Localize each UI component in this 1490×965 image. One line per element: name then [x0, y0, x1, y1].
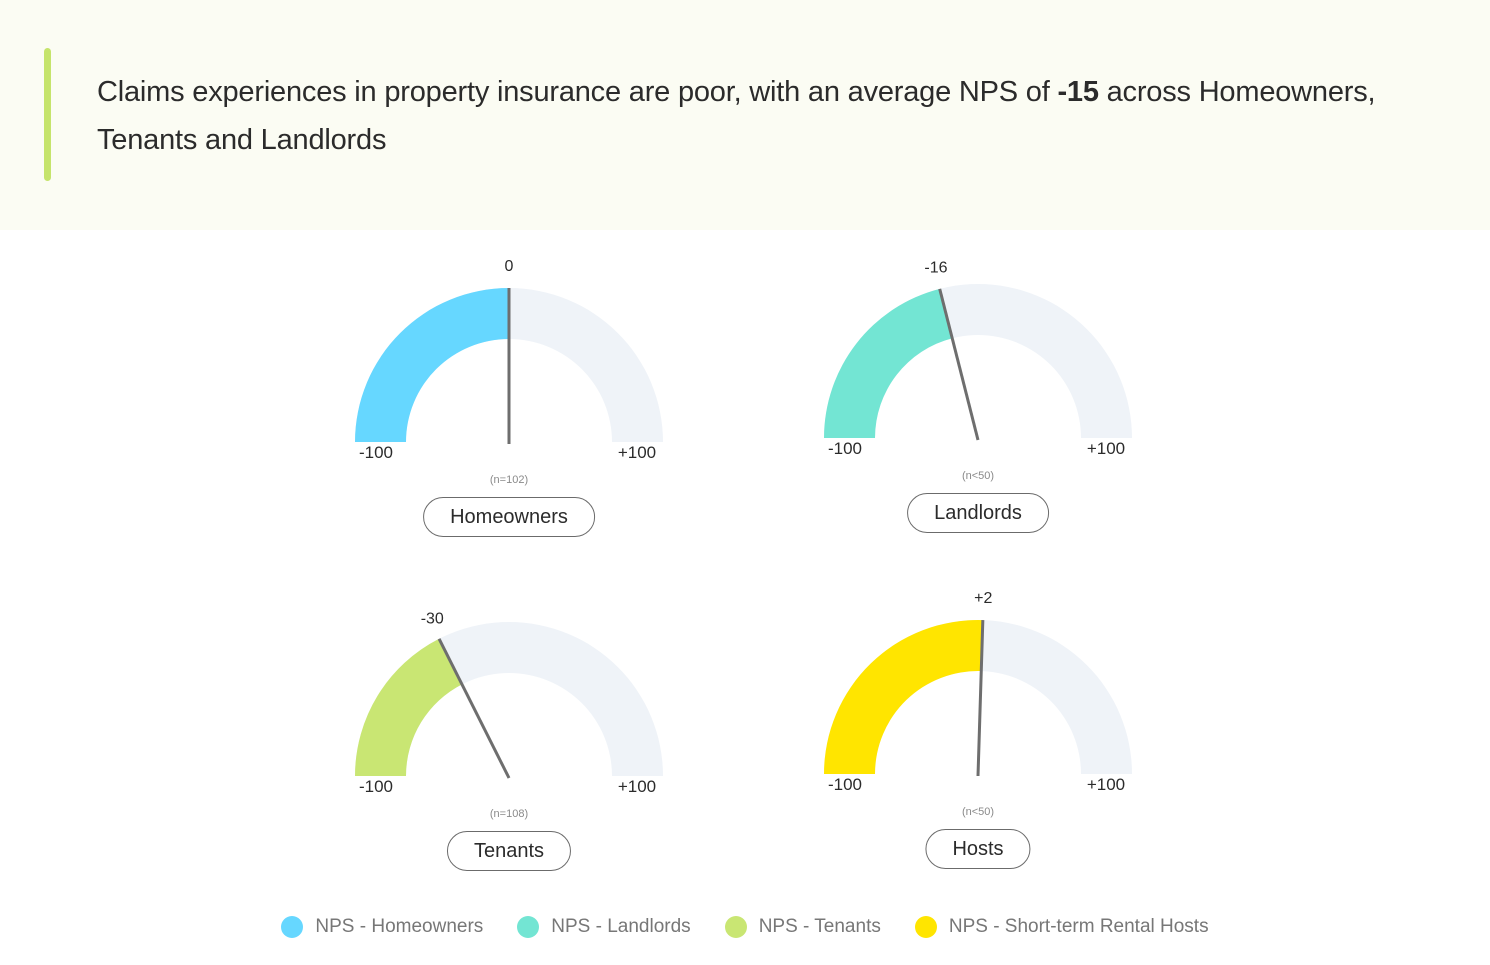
- segment-label-tenants: Tenants: [446, 831, 572, 871]
- legend-label: NPS - Tenants: [758, 916, 881, 937]
- legend-swatch: [517, 916, 540, 938]
- gauge-max-label: +100: [618, 777, 656, 796]
- sample-size-label: (n<50): [961, 470, 995, 482]
- gauge-fill: [824, 620, 983, 774]
- legend-swatch: [914, 916, 937, 938]
- legend-label: NPS - Short-term Rental Hosts: [948, 916, 1209, 937]
- gauge-min-label: -100: [828, 439, 862, 458]
- sample-size-label: (n<50): [961, 806, 995, 818]
- title-text-end: across Homeowners, Tenants and Landlords: [97, 76, 1376, 156]
- gauge-value-label: 0: [505, 258, 514, 275]
- gauge-fill: [355, 288, 509, 442]
- segment-label-hosts: Hosts: [925, 829, 1031, 869]
- accent-bar: [44, 48, 51, 181]
- segment-label-homeowners: Homeowners: [423, 497, 595, 537]
- gauge-max-label: +100: [1087, 775, 1125, 794]
- legend-label: NPS - Landlords: [551, 916, 691, 937]
- legend: NPS - Homeowners NPS - Landlords NPS - T…: [0, 916, 1490, 938]
- gauge-value-label: +2: [974, 590, 992, 607]
- legend-label: NPS - Homeowners: [315, 916, 484, 937]
- legend-swatch: [724, 916, 747, 938]
- title-highlight: -15: [1057, 76, 1099, 108]
- segment-label-landlords: Landlords: [907, 493, 1049, 533]
- sample-size-label: (n=108): [489, 808, 529, 820]
- gauge-max-label: +100: [1087, 439, 1125, 458]
- gauge-needle: [976, 620, 985, 777]
- gauge-value-label: -16: [924, 259, 947, 276]
- gauge-min-label: -100: [828, 775, 862, 794]
- gauge-needle: [938, 288, 980, 441]
- legend-item: NPS - Homeowners: [281, 916, 483, 938]
- gauge-needle: [437, 638, 511, 779]
- page-title: Claims experiences in property insurance…: [97, 68, 1437, 164]
- gauge-max-label: +100: [618, 443, 656, 462]
- gauge-value-label: -30: [421, 610, 444, 627]
- gauge-min-label: -100: [359, 777, 393, 796]
- gauge-min-label: -100: [359, 443, 393, 462]
- gauge-fill: [355, 638, 463, 776]
- legend-swatch: [281, 916, 304, 938]
- legend-item: NPS - Landlords: [517, 916, 691, 938]
- header-banner: Claims experiences in property insurance…: [0, 0, 1490, 230]
- legend-item: NPS - Tenants: [724, 916, 881, 938]
- legend-item: NPS - Short-term Rental Hosts: [914, 916, 1209, 938]
- sample-size-label: (n=102): [489, 474, 529, 486]
- gauge-fill: [824, 288, 953, 438]
- title-text: Claims experiences in property insurance…: [97, 76, 1058, 108]
